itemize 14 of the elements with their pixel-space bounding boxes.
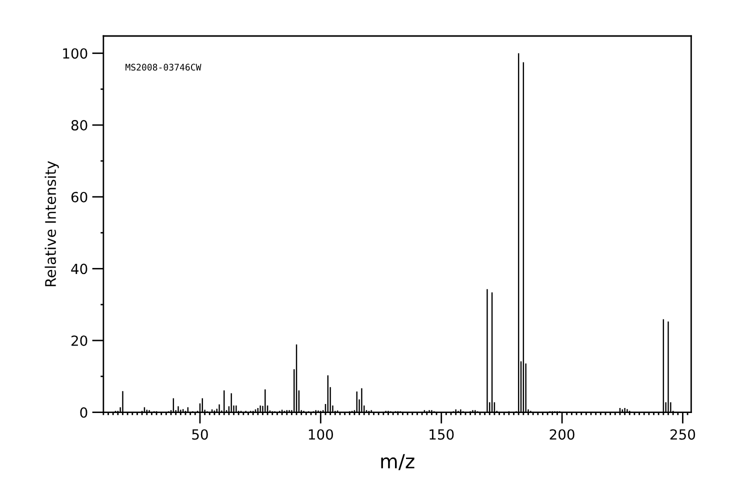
y-axis-title: Relative Intensity (44, 161, 59, 286)
y-tick-label: 100 (63, 48, 88, 59)
x-tick-label: 100 (308, 429, 333, 440)
x-tick-label: 50 (192, 429, 208, 440)
y-tick-label: 40 (71, 264, 88, 274)
annotation: MS2008-03746CW (126, 64, 202, 71)
y-tick-label: 80 (71, 120, 88, 131)
x-tick-label: 150 (430, 429, 454, 440)
y-tick-label: 0 (80, 407, 88, 418)
x-tick-label: 200 (550, 429, 574, 440)
x-axis-title: m/z (381, 454, 414, 470)
y-tick-label: 20 (71, 335, 88, 346)
y-tick-label: 60 (71, 192, 88, 202)
x-tick-label: 250 (670, 429, 696, 440)
